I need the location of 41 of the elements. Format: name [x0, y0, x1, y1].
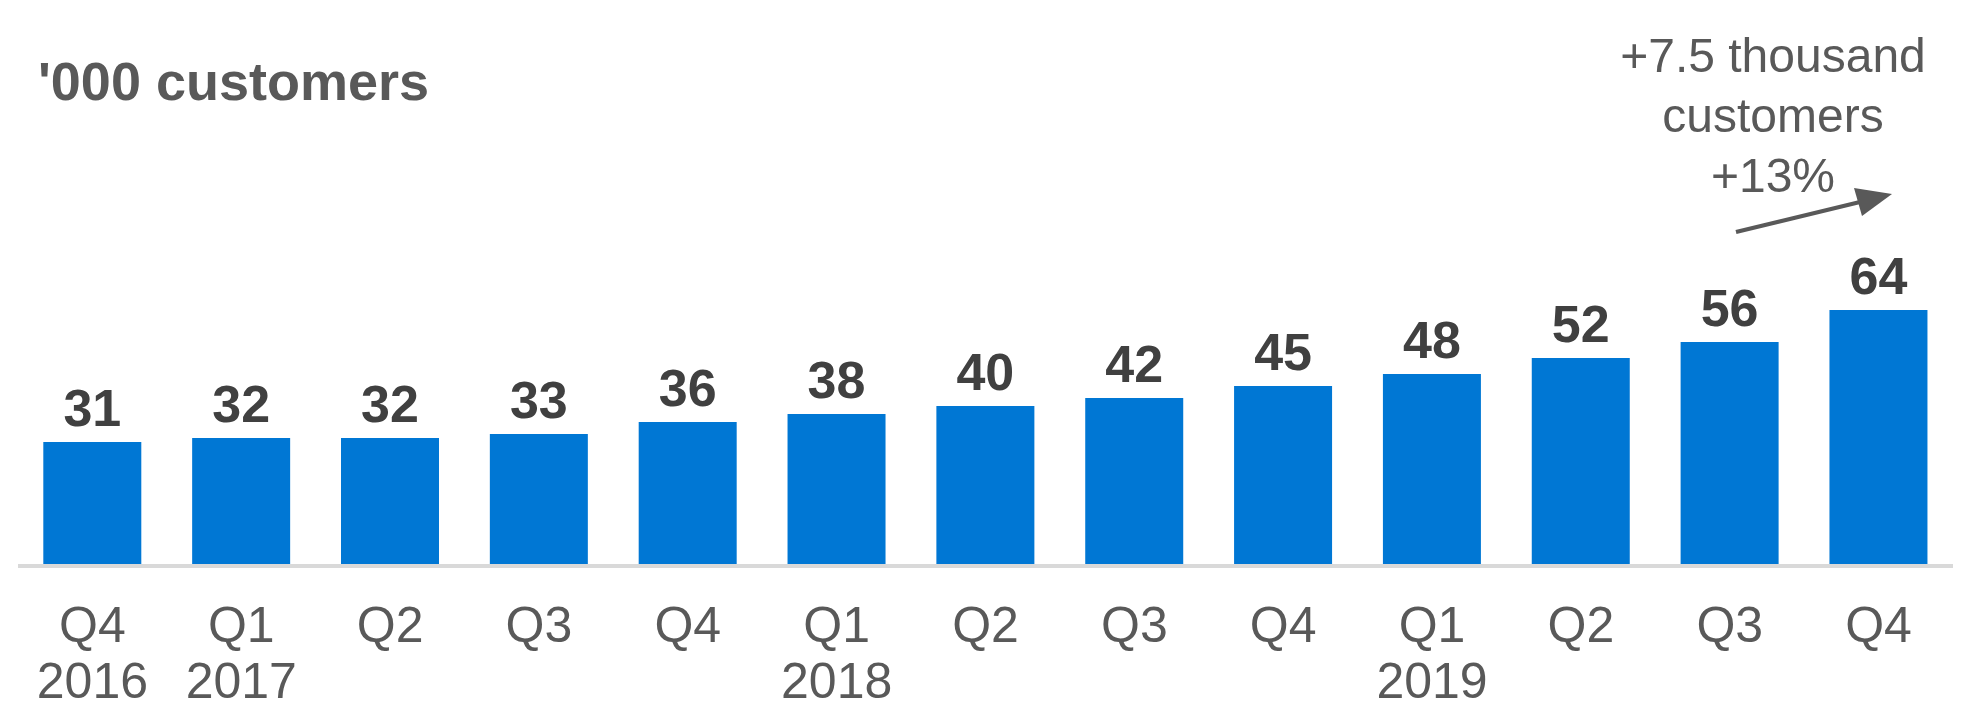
data-label: 38	[807, 350, 866, 409]
bar	[1531, 357, 1630, 566]
data-label: 48	[1403, 310, 1461, 369]
bar	[936, 405, 1035, 566]
x-tick-label: Q4	[654, 597, 722, 653]
bar	[1085, 397, 1184, 566]
data-label: 56	[1700, 278, 1759, 337]
bar	[1680, 341, 1779, 566]
x-tick-label: Q1 2018	[781, 597, 893, 709]
bar	[1382, 373, 1481, 566]
data-label: 36	[658, 358, 717, 417]
bar	[1234, 385, 1333, 566]
data-label: 42	[1105, 334, 1164, 393]
bar	[341, 437, 439, 566]
x-tick-label: Q4 2016	[36, 597, 149, 709]
data-label: 40	[956, 342, 1015, 401]
data-label: 32	[361, 374, 419, 433]
x-tick-label: Q4	[1249, 597, 1317, 653]
bar	[43, 441, 142, 566]
x-tick-label: Q2	[1547, 597, 1615, 653]
x-tick-label: Q3	[1696, 597, 1764, 653]
data-label: 32	[212, 374, 271, 433]
text: +7.5 thousand customers +13%	[1619, 28, 1927, 204]
data-label: 45	[1254, 322, 1312, 381]
chart-title: '000 customers	[38, 50, 430, 112]
bar	[489, 433, 588, 566]
data-label: 64	[1849, 246, 1908, 305]
data-label: 52	[1551, 294, 1610, 353]
data-label: 31	[63, 378, 122, 437]
x-tick-label: Q2	[356, 597, 424, 653]
bar	[638, 421, 737, 566]
x-tick-label: Q1 2017	[185, 597, 297, 709]
x-tick-label: Q3	[505, 597, 573, 653]
bar	[1829, 309, 1928, 566]
x-tick-label: Q1 2019	[1376, 597, 1488, 709]
x-tick-label: Q3	[1100, 597, 1168, 653]
data-label: 33	[509, 370, 568, 429]
x-tick-label: Q4	[1845, 597, 1912, 653]
bar	[787, 413, 886, 566]
x-tick-label: Q2	[952, 597, 1019, 653]
bar	[192, 437, 291, 566]
